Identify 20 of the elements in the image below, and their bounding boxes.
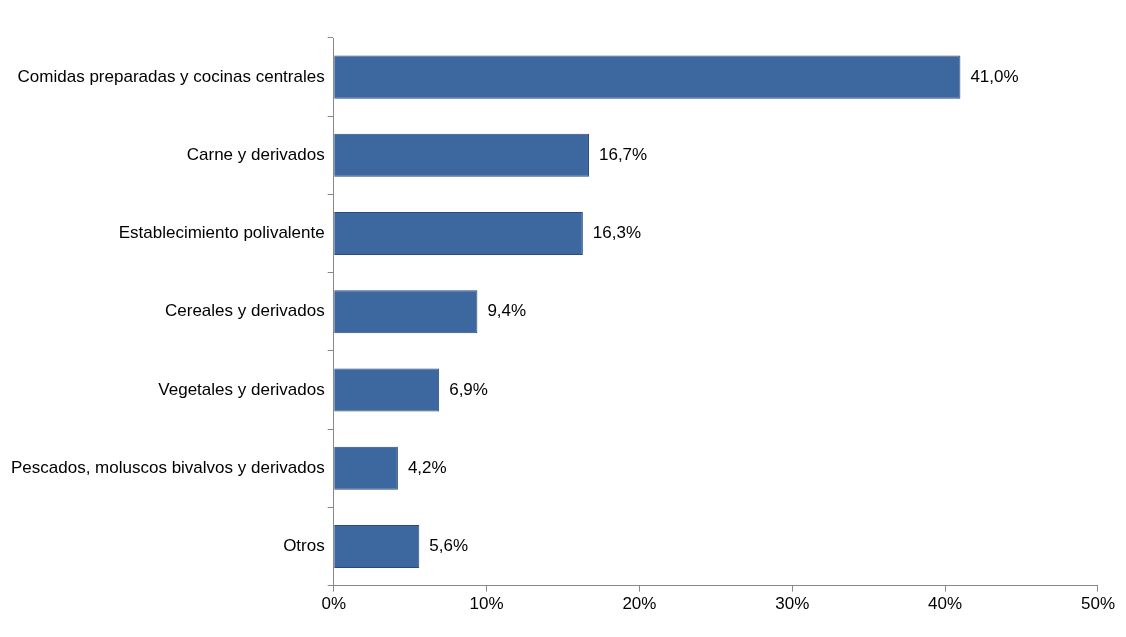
x-tick-label: 30%	[775, 594, 810, 614]
y-tick-label: Cereales y derivados	[165, 301, 325, 321]
y-tick-label: Carne y derivados	[186, 145, 325, 165]
x-tick-label: 50%	[1080, 594, 1115, 614]
data-label: 16,7%	[598, 145, 648, 165]
x-tick-label: 40%	[928, 594, 963, 614]
y-tick-label: Vegetales y derivados	[158, 379, 325, 399]
data-label: 9,4%	[487, 301, 527, 321]
x-tick-label: 20%	[622, 594, 657, 614]
data-label: 4,2%	[407, 457, 447, 477]
data-label: 41,0%	[970, 66, 1019, 86]
data-label: 5,6%	[429, 536, 469, 556]
data-label: 16,3%	[592, 223, 642, 243]
data-label: 6,9%	[449, 379, 488, 399]
y-tick-label: Otros	[283, 536, 325, 556]
x-tick-label: 10%	[469, 594, 504, 614]
y-tick-label: Establecimiento polivalente	[118, 223, 325, 243]
y-tick-label: Comidas preparadas y cocinas centrales	[17, 66, 325, 86]
y-tick-label: Pescados, moluscos bivalvos y derivados	[11, 457, 325, 477]
x-tick-label: 0%	[321, 594, 346, 614]
